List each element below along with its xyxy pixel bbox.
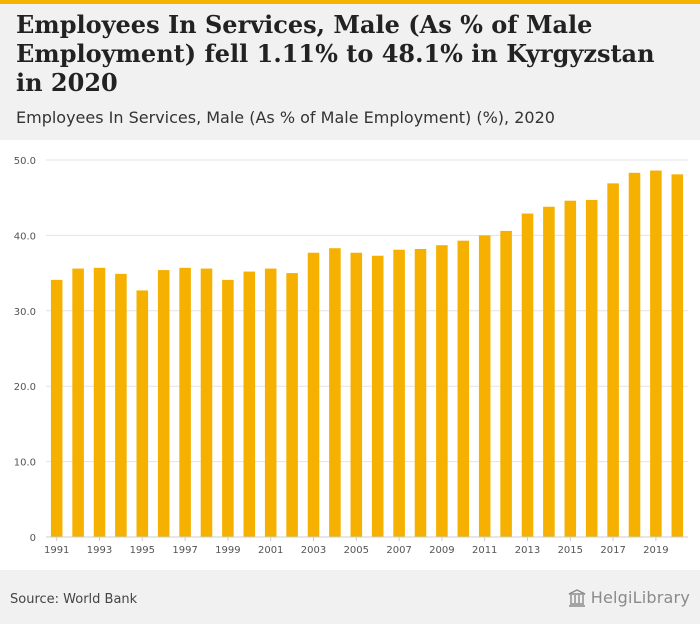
bar (93, 267, 106, 537)
x-tick-label: 2005 (344, 545, 369, 556)
top-accent-bar (0, 0, 700, 4)
bar (350, 252, 363, 537)
bar (264, 268, 277, 537)
bar (179, 267, 191, 537)
x-tick-label: 1993 (87, 545, 112, 556)
y-tick-label: 10.0 (14, 458, 36, 469)
chart-area: 0 10.0 20.0 30.0 40.0 50.0 1991 1993 1995 1997 199… (0, 140, 700, 570)
bar (307, 252, 320, 537)
x-tick-label: 2013 (515, 545, 540, 556)
x-tick-label: 2009 (429, 545, 454, 556)
bar (371, 255, 384, 537)
bar (136, 290, 149, 537)
bar (500, 230, 512, 537)
bar (115, 273, 127, 537)
bar (457, 240, 470, 537)
y-tick-label: 30.0 (14, 307, 36, 318)
bar (393, 249, 405, 537)
bar (200, 268, 213, 537)
bar (414, 248, 427, 538)
bar (72, 268, 84, 537)
bar (329, 248, 341, 537)
bar (243, 271, 256, 537)
bar (585, 199, 598, 537)
bar (286, 273, 298, 537)
bar (628, 172, 641, 537)
bar (607, 183, 619, 537)
x-tick-label: 1995 (130, 545, 155, 556)
bar (543, 206, 555, 538)
bar (564, 200, 577, 537)
bar (671, 174, 684, 538)
x-tick-label: 1991 (44, 545, 69, 556)
y-tick-label: 50.0 (14, 156, 36, 167)
helgi-library-logo[interactable]: HelgiLibrary (567, 588, 690, 607)
bar-chart: 0 10.0 20.0 30.0 40.0 50.0 1991 1993 1995 1997 199… (14, 156, 688, 556)
y-tick-label: 20.0 (14, 382, 36, 393)
logo-text: HelgiLibrary (590, 588, 690, 607)
x-tick-label: 2015 (558, 545, 583, 556)
page-title: Employees In Services, Male (As % of Mal… (16, 10, 655, 97)
chart-subtitle: Employees In Services, Male (As % of Mal… (16, 108, 555, 127)
source-note: Source: World Bank (10, 592, 138, 607)
bar (157, 270, 170, 537)
bar (436, 245, 448, 537)
library-building-icon (568, 588, 586, 607)
bar (222, 279, 234, 537)
x-tick-label: 2007 (386, 545, 411, 556)
x-tick-label: 1999 (215, 545, 240, 556)
x-tick-label: 2019 (643, 545, 668, 556)
bar (50, 279, 63, 537)
x-tick-label: 2011 (472, 545, 497, 556)
bar (650, 170, 662, 537)
x-tick-label: 2001 (258, 545, 283, 556)
x-tick-label: 2003 (301, 545, 326, 556)
y-tick-label: 0 (30, 533, 36, 544)
x-tick-label: 1997 (172, 545, 197, 556)
bar (478, 235, 491, 537)
bar (521, 213, 534, 537)
y-tick-label: 40.0 (14, 231, 36, 242)
x-tick-label: 2017 (600, 545, 625, 556)
